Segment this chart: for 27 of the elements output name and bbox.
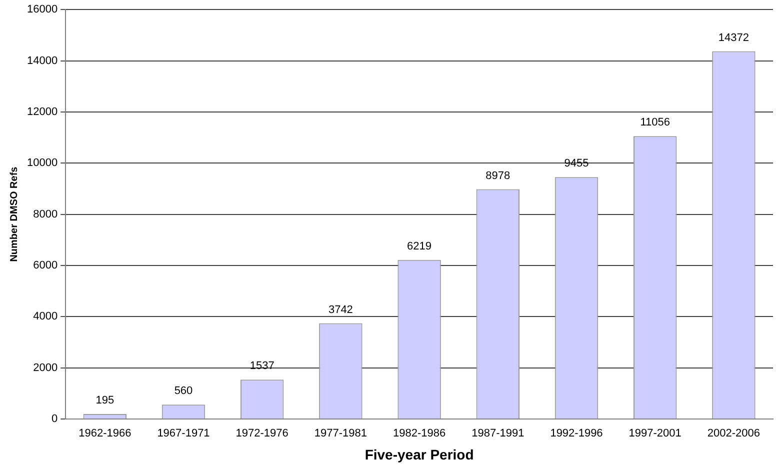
x-tick-label: 1992-1996 xyxy=(550,428,603,440)
y-tick-label: 6000 xyxy=(33,260,58,272)
y-tick-label: 10000 xyxy=(26,157,58,170)
y-tick-label: 12000 xyxy=(26,106,58,118)
data-label: 3742 xyxy=(328,304,353,316)
x-tick-label: 1987-1991 xyxy=(472,428,524,440)
y-tick-label: 0 xyxy=(51,413,58,426)
data-label: 11056 xyxy=(640,116,670,129)
x-tick-label: 1997-2001 xyxy=(628,428,682,440)
x-tick-label: 1982-1986 xyxy=(392,428,446,440)
y-tick-label: 2000 xyxy=(33,362,58,374)
x-tick-label: 1972-1976 xyxy=(236,428,288,440)
x-tick-label: 1977-1981 xyxy=(314,428,367,440)
data-label: 560 xyxy=(174,385,193,398)
x-axis-title: Five-year Period xyxy=(364,446,474,462)
y-tick-label: 16000 xyxy=(26,4,58,16)
data-label: 195 xyxy=(96,394,114,407)
data-label: 8978 xyxy=(486,170,510,182)
y-tick-label: 8000 xyxy=(33,208,58,220)
data-label: 14372 xyxy=(718,32,749,44)
data-label: 6219 xyxy=(407,240,432,252)
x-tick-label: 1962-1966 xyxy=(78,428,132,440)
y-tick-label: 4000 xyxy=(33,310,58,323)
y-axis-title: Number DMSO Refs xyxy=(8,166,20,262)
x-tick-label: 1967-1971 xyxy=(157,428,210,440)
y-tick-label: 14000 xyxy=(26,54,58,67)
x-tick-label: 2002-2006 xyxy=(707,428,760,440)
